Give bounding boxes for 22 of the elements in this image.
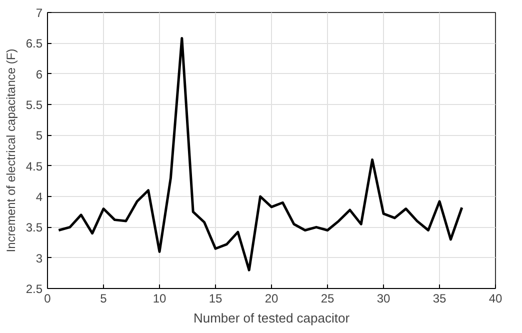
- y-tick-label: 5.5: [26, 98, 43, 112]
- x-tick-label: 0: [44, 292, 52, 306]
- x-tick-label: 25: [320, 292, 334, 306]
- x-tick-label: 35: [432, 292, 446, 306]
- y-tick-label: 7: [36, 6, 43, 20]
- y-axis-title: Increment of electrical capacitance (F): [4, 48, 18, 252]
- y-tick-label: 6.5: [26, 36, 43, 51]
- y-tick-label: 3: [36, 251, 43, 266]
- y-tick-label: 3.5: [26, 220, 43, 235]
- line-series: [57, 37, 464, 272]
- x-tick-label: 40: [488, 292, 502, 306]
- y-tick-label: 5: [36, 128, 43, 143]
- x-tick-label: 30: [376, 292, 390, 306]
- y-tick-label: 6: [36, 67, 43, 82]
- y-tick-label: 4: [36, 190, 43, 204]
- x-tick-label: 5: [100, 292, 108, 306]
- x-tick-label: 10: [152, 292, 166, 306]
- y-tick-label: 2.5: [26, 282, 43, 296]
- x-tick-label: 15: [208, 292, 222, 306]
- x-axis-title: Number of tested capacitor: [193, 310, 350, 326]
- y-tick-label: 4.5: [26, 159, 43, 174]
- x-tick-label: 20: [264, 292, 278, 306]
